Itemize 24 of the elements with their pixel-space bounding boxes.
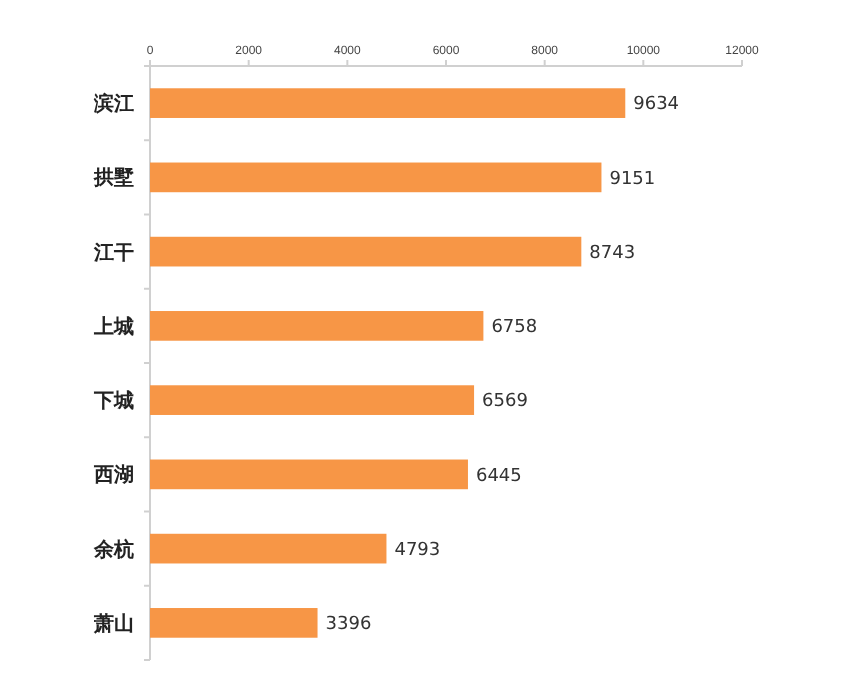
data-label: 8743: [589, 243, 636, 264]
data-label: 9151: [609, 169, 656, 190]
y-tick-label: 江干: [92, 240, 134, 265]
data-label: 4793: [394, 540, 441, 561]
data-label: 3396: [325, 615, 372, 636]
y-tick-label: 下城: [92, 389, 134, 414]
data-label: 6445: [475, 466, 522, 487]
y-tick-label: 萧山: [92, 611, 134, 636]
bar: [150, 385, 475, 415]
y-tick-label: 拱墅: [92, 166, 134, 191]
bar: [150, 162, 602, 193]
bar: [150, 533, 387, 564]
data-label: 6758: [491, 318, 538, 339]
data-label: 6569: [482, 392, 529, 413]
y-tick-label: 上城: [92, 314, 134, 339]
bar: [150, 459, 468, 490]
y-tick-label: 滨江: [92, 92, 134, 117]
y-tick-label: 余杭: [92, 537, 134, 562]
bar: [150, 608, 318, 638]
bar: [150, 88, 626, 118]
y-tick-label: 西湖: [92, 463, 134, 488]
bar: [150, 311, 484, 341]
bar: [150, 236, 582, 267]
data-label: 9634: [633, 95, 680, 116]
